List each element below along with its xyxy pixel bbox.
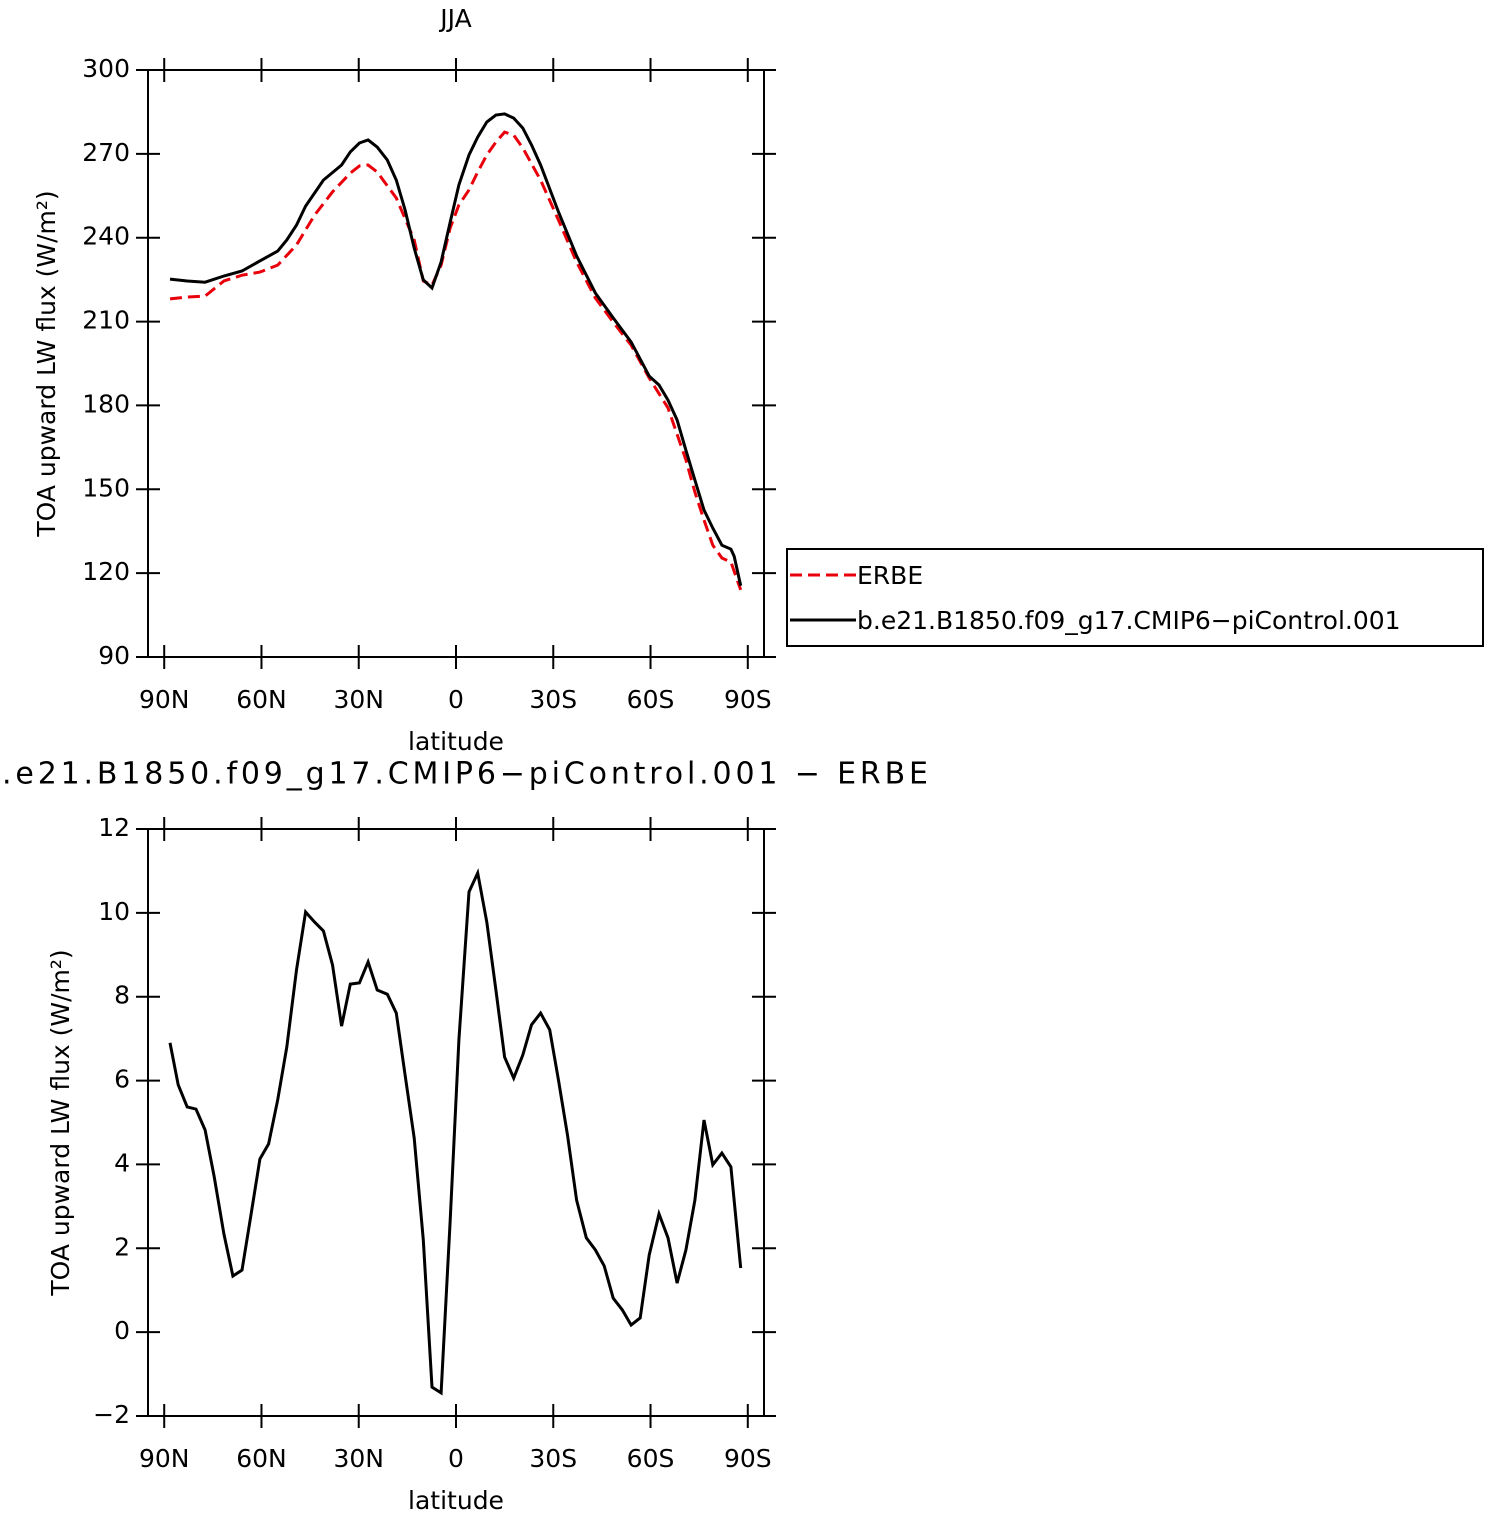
x-tick-label: 90S	[724, 1444, 772, 1473]
plot-frame	[147, 828, 765, 1417]
legend-box	[786, 548, 1484, 647]
y-axis-label: TOA upward LW flux (W/m²)	[46, 949, 75, 1296]
y-tick-label: 270	[82, 138, 130, 167]
data-line	[169, 130, 743, 591]
x-tick-label: 60N	[236, 1444, 287, 1473]
x-tick-label: 60N	[236, 685, 287, 714]
x-tick-label: 30N	[333, 1444, 384, 1473]
x-tick-label: 90S	[724, 685, 772, 714]
x-tick-label: 90N	[139, 1444, 190, 1473]
x-tick-label: 30S	[529, 1444, 577, 1473]
y-tick-label: 10	[98, 897, 130, 926]
x-tick-label: 30N	[333, 685, 384, 714]
x-tick-label: 0	[448, 1444, 464, 1473]
y-axis-label: TOA upward LW flux (W/m²)	[32, 190, 61, 537]
y-tick-label: 0	[114, 1316, 130, 1345]
y-tick-label: 180	[82, 389, 130, 418]
chart-title: JJA	[438, 4, 471, 33]
x-tick-label: 90N	[139, 685, 190, 714]
data-line	[169, 112, 743, 587]
x-tick-label: 30S	[529, 685, 577, 714]
x-tick-label: 60S	[627, 1444, 675, 1473]
y-tick-label: 2	[114, 1232, 130, 1261]
legend-label: b.e21.B1850.f09_g17.CMIP6−piControl.001	[857, 606, 1401, 635]
y-tick-label: 150	[82, 473, 130, 502]
plot-frame	[147, 69, 765, 658]
y-tick-label: 12	[98, 813, 130, 842]
legend-label: ERBE	[857, 561, 923, 590]
y-tick-label: −2	[93, 1400, 130, 1429]
y-tick-label: 90	[98, 641, 130, 670]
x-tick-label: 60S	[627, 685, 675, 714]
x-axis-label: latitude	[408, 727, 504, 756]
y-tick-label: 8	[114, 981, 130, 1010]
y-tick-label: 300	[82, 54, 130, 83]
y-tick-label: 240	[82, 222, 130, 251]
y-tick-label: 210	[82, 306, 130, 335]
chart-title: .e21.B1850.f09_g17.CMIP6−piControl.001 −…	[2, 757, 928, 792]
y-tick-label: 120	[82, 557, 130, 586]
y-tick-label: 6	[114, 1065, 130, 1094]
data-line	[168, 868, 743, 1396]
x-axis-label: latitude	[408, 1486, 504, 1515]
x-tick-label: 0	[448, 685, 464, 714]
y-tick-label: 4	[114, 1148, 130, 1177]
